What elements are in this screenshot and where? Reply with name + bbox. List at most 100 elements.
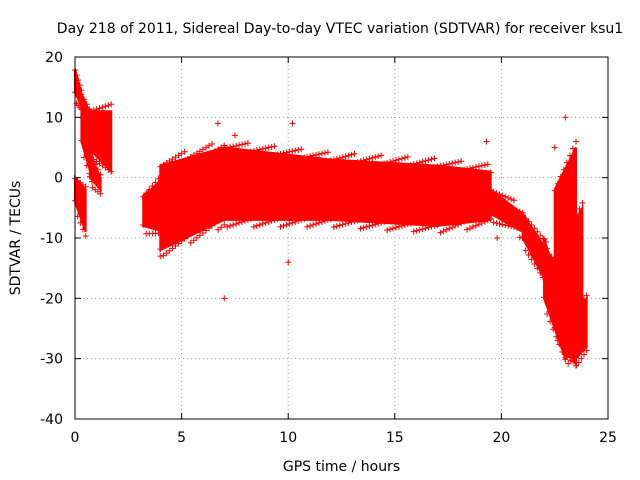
data-point xyxy=(163,159,170,257)
data-point xyxy=(563,159,570,357)
data-point xyxy=(458,158,465,227)
data-point xyxy=(575,304,582,366)
data-point xyxy=(75,77,82,109)
data-point xyxy=(227,144,234,229)
data-point xyxy=(268,143,275,224)
data-point xyxy=(434,163,441,228)
data-point xyxy=(502,193,509,229)
data-point xyxy=(428,156,435,230)
data-point xyxy=(152,179,159,237)
data-point xyxy=(160,161,167,259)
data-point xyxy=(250,147,257,230)
data-point xyxy=(181,148,188,242)
data-point xyxy=(387,158,394,233)
data-point xyxy=(215,146,222,233)
data-point xyxy=(239,141,246,225)
data-point xyxy=(493,190,500,227)
data-point xyxy=(351,150,358,225)
data-point xyxy=(313,151,320,227)
data-point xyxy=(576,205,583,355)
data-point xyxy=(342,153,349,227)
data-point xyxy=(277,150,284,230)
y-axis-label: SDTVAR / TECUs xyxy=(8,181,24,296)
data-point xyxy=(259,145,266,227)
data-point xyxy=(534,228,541,272)
data-point-outlier xyxy=(285,259,292,266)
data-point xyxy=(425,157,432,231)
x-tick-label: 25 xyxy=(599,430,617,446)
data-point xyxy=(573,138,580,369)
data-band xyxy=(329,158,439,227)
data-point xyxy=(369,154,376,229)
data-point xyxy=(562,236,569,361)
data-point xyxy=(286,148,293,227)
data-point xyxy=(499,192,506,228)
data-point xyxy=(212,148,219,227)
data-point xyxy=(537,232,544,276)
y-tick-label: -20 xyxy=(40,291,63,307)
data-point xyxy=(354,159,361,224)
data-point xyxy=(449,160,456,231)
data-point xyxy=(551,187,558,331)
data-point xyxy=(304,153,311,230)
data-point xyxy=(78,87,85,113)
data-point xyxy=(224,144,231,230)
data-point xyxy=(419,158,426,233)
data-point xyxy=(505,194,512,229)
data-point xyxy=(508,196,515,230)
y-tick-label: 0 xyxy=(54,171,63,187)
data-point xyxy=(464,165,471,233)
data-point xyxy=(336,155,343,229)
data-point xyxy=(407,162,414,227)
y-tick-label: -30 xyxy=(40,352,63,368)
data-point xyxy=(440,162,447,235)
data-point xyxy=(472,163,479,229)
data-point xyxy=(516,208,523,241)
data-point xyxy=(579,199,586,352)
data-point xyxy=(496,191,503,227)
data-point xyxy=(330,156,337,231)
data-point xyxy=(366,155,373,230)
data-point xyxy=(378,152,385,226)
data-point xyxy=(522,215,529,254)
data-point xyxy=(395,156,402,230)
y-tick-label: -40 xyxy=(40,412,63,428)
data-point xyxy=(360,157,367,231)
data-point xyxy=(265,144,272,225)
data-point xyxy=(375,153,382,227)
data-point xyxy=(381,160,388,225)
data-point xyxy=(510,197,517,231)
data-point xyxy=(573,211,580,358)
data-point xyxy=(143,190,150,237)
data-point xyxy=(97,171,104,197)
data-point xyxy=(398,155,405,229)
data-point xyxy=(321,149,328,224)
data-point xyxy=(298,146,305,223)
data-point xyxy=(525,218,532,258)
data-point xyxy=(221,145,228,222)
data-point xyxy=(531,225,538,267)
data-point xyxy=(295,146,302,224)
data-point xyxy=(565,229,572,367)
data-point xyxy=(289,148,296,226)
data-point xyxy=(416,159,423,233)
data-point xyxy=(568,223,575,364)
data-point xyxy=(244,140,251,223)
data-point xyxy=(73,72,80,107)
data-point xyxy=(437,162,444,236)
data-point xyxy=(315,151,322,226)
data-point xyxy=(241,140,248,224)
data-point xyxy=(484,161,491,224)
data-point xyxy=(79,181,86,233)
data-point xyxy=(169,156,176,252)
data-point xyxy=(461,166,468,225)
data-point xyxy=(172,154,179,249)
x-tick-label: 5 xyxy=(177,430,186,446)
x-axis-label: GPS time / hours xyxy=(283,459,400,475)
data-point xyxy=(345,152,352,226)
data-point xyxy=(452,159,459,229)
data-point xyxy=(280,150,287,229)
data-point xyxy=(209,140,216,229)
data-point xyxy=(274,151,281,222)
data-point xyxy=(178,150,185,245)
